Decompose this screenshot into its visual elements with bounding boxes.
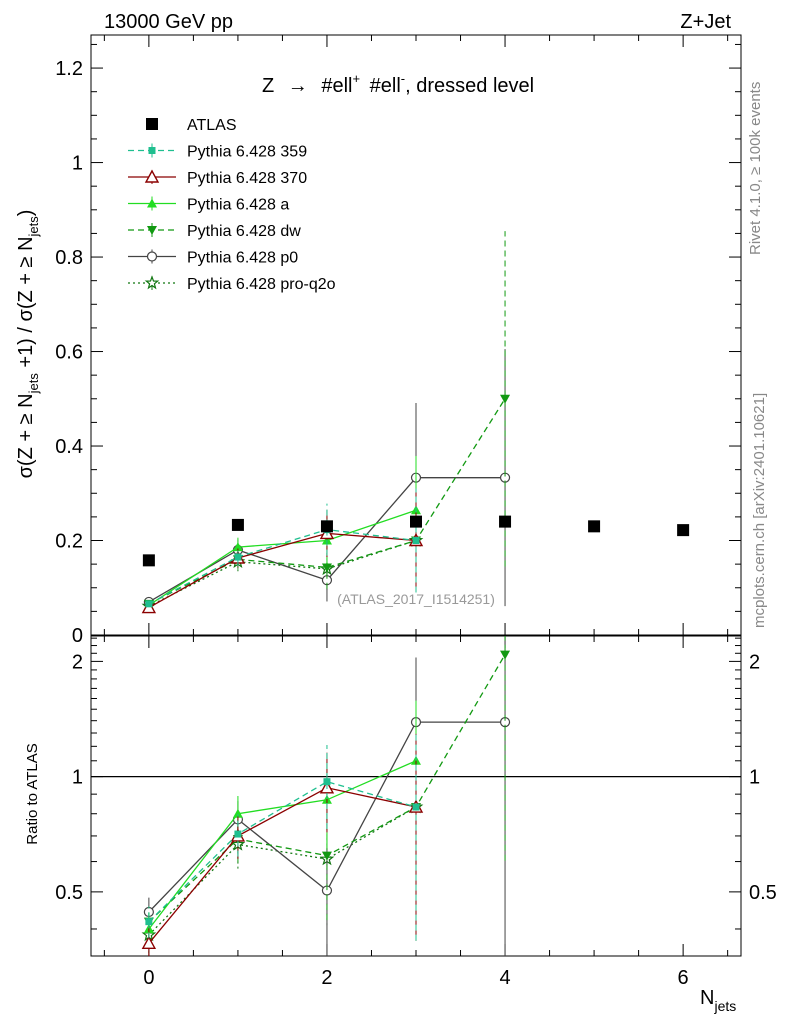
data-point bbox=[499, 515, 512, 528]
data-point bbox=[145, 600, 153, 608]
series-line bbox=[148, 780, 417, 923]
series-line bbox=[148, 787, 417, 944]
x-axis-label: Njets bbox=[700, 987, 736, 1014]
series-line bbox=[148, 539, 417, 607]
main-title: Z → #ell+ #ell-, dressed level bbox=[262, 66, 534, 97]
data-point bbox=[677, 524, 690, 537]
x-tick-label: 4 bbox=[499, 967, 510, 989]
main-axes: 0 0.2 0.4 0.6 0.8 1 1.2 bbox=[55, 35, 741, 647]
data-point bbox=[232, 542, 243, 552]
ratio-series-layer bbox=[141, 636, 511, 956]
mcplots-label: mcplots.cern.ch [arXiv:2401.10621] bbox=[751, 393, 768, 628]
ratio-axes: 0.5 0.5 1 1 2 2 0 2 4 6 bbox=[55, 636, 777, 989]
rivet-label: Rivet 4.1.0, ≥ 100k events bbox=[747, 82, 764, 255]
data-point bbox=[588, 520, 601, 533]
ratio-y-tick-label: 1 bbox=[72, 767, 83, 789]
legend-entry-pythia-6-428-pro-q2o: Pythia 6.428 pro-q2o bbox=[128, 275, 336, 293]
data-point bbox=[410, 515, 422, 528]
analysis-watermark: (ATLAS_2017_I1514251) bbox=[337, 591, 495, 607]
data-point bbox=[323, 778, 331, 786]
legend-marker bbox=[147, 226, 157, 235]
main-series-layer bbox=[141, 231, 690, 614]
data-point bbox=[145, 918, 153, 926]
ratio-y-tick-label-right: 0.5 bbox=[749, 882, 777, 904]
main-y-tick-label: 0.8 bbox=[55, 247, 83, 269]
legend-entry-atlas: ATLAS bbox=[146, 117, 237, 134]
main-y-axis-label: σ(Z + ≥ Njets +1) / σ(Z + ≥ Njets) bbox=[15, 210, 41, 479]
data-point bbox=[320, 520, 333, 533]
series-line bbox=[148, 528, 417, 605]
header-energy-label: 13000 GeV pp bbox=[104, 11, 233, 33]
main-y-tick-label: 0.2 bbox=[55, 531, 83, 553]
main-y-tick-label: 0 bbox=[72, 625, 83, 647]
data-point bbox=[321, 563, 332, 573]
main-series-atlas bbox=[142, 515, 690, 567]
legend-label: Pythia 6.428 370 bbox=[187, 170, 307, 187]
data-point bbox=[500, 650, 511, 660]
legend-entry-pythia-6-428-359: Pythia 6.428 359 bbox=[128, 143, 307, 161]
legend-label: ATLAS bbox=[187, 117, 237, 134]
data-point bbox=[142, 554, 155, 567]
ratio-y-tick-label-right: 2 bbox=[749, 651, 760, 673]
data-point bbox=[500, 394, 511, 404]
header-process-label: Z+Jet bbox=[680, 11, 731, 33]
x-tick-label: 2 bbox=[321, 967, 332, 989]
legend-label: Pythia 6.428 p0 bbox=[187, 250, 298, 267]
data-point bbox=[321, 851, 332, 861]
legend-label: Pythia 6.428 dw bbox=[187, 223, 301, 240]
legend-label: Pythia 6.428 pro-q2o bbox=[187, 276, 336, 293]
main-y-tick-label: 1.2 bbox=[55, 58, 83, 80]
legend-marker bbox=[147, 198, 157, 208]
series-line bbox=[148, 532, 417, 609]
data-point bbox=[234, 830, 242, 838]
data-point bbox=[231, 518, 244, 531]
main-y-tick-label: 0.4 bbox=[55, 436, 83, 458]
x-tick-label: 6 bbox=[678, 967, 689, 989]
legend-entry-pythia-6-428-370: Pythia 6.428 370 bbox=[128, 169, 307, 187]
legend-entry-pythia-6-428-p0: Pythia 6.428 p0 bbox=[128, 249, 298, 267]
series-line bbox=[148, 760, 417, 930]
legend-entry-pythia-6-428-dw: Pythia 6.428 dw bbox=[128, 223, 301, 240]
legend-marker bbox=[146, 251, 158, 262]
data-point bbox=[232, 808, 243, 818]
legend-label: Pythia 6.428 359 bbox=[187, 144, 307, 161]
legend-marker bbox=[144, 169, 160, 183]
legend-label: Pythia 6.428 a bbox=[187, 197, 289, 214]
data-point bbox=[412, 537, 420, 545]
main-y-tick-label: 0.6 bbox=[55, 342, 83, 364]
legend-marker bbox=[148, 147, 156, 154]
ratio-y-axis-label: Ratio to ATLAS bbox=[24, 743, 41, 844]
ratio-series-pythia-6-428-359 bbox=[145, 733, 420, 941]
legend: ATLAS Pythia 6.428 359 Pythia 6.428 370 Pyt… bbox=[128, 117, 336, 293]
series-line bbox=[148, 509, 417, 606]
ratio-series-pythia-6-428-pro-q2o bbox=[141, 733, 424, 954]
ratio-series-pythia-6-428-370 bbox=[141, 733, 424, 956]
main-y-tick-label: 1 bbox=[72, 153, 83, 175]
ratio-y-tick-label-right: 1 bbox=[749, 767, 760, 789]
legend-marker bbox=[146, 118, 158, 130]
data-point bbox=[412, 803, 420, 811]
ratio-y-tick-label: 2 bbox=[72, 651, 83, 673]
ratio-series-pythia-6-428-a bbox=[143, 700, 421, 947]
legend-marker bbox=[144, 275, 160, 290]
legend-entry-pythia-6-428-a: Pythia 6.428 a bbox=[128, 196, 289, 214]
x-tick-label: 0 bbox=[143, 967, 154, 989]
ratio-y-tick-label: 0.5 bbox=[55, 882, 83, 904]
data-point bbox=[234, 553, 242, 561]
main-series-pythia-6-428-359 bbox=[145, 488, 420, 608]
data-point bbox=[141, 935, 157, 949]
